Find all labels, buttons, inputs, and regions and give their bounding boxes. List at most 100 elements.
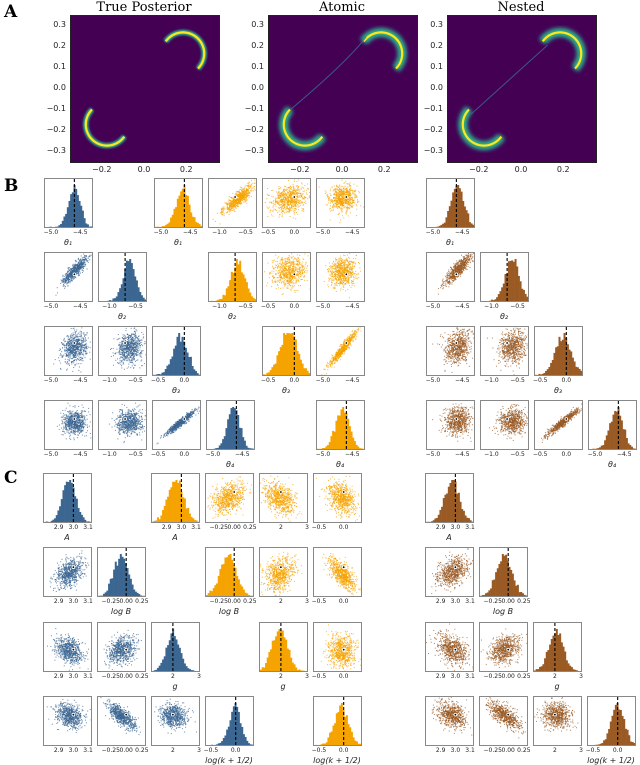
histogram-nested-0-0 [425, 473, 474, 523]
tick-label: −4.5 [71, 303, 89, 310]
tick-label: 0.25 [515, 673, 533, 680]
scatter-true-2-1 [97, 622, 146, 672]
scatter-true-3-0 [43, 696, 92, 746]
tick-label: 0.25 [241, 524, 259, 531]
parameter-label: θ₃ [524, 386, 592, 395]
heatmap-axes-1 [268, 15, 418, 163]
tick-label: 0.25 [133, 747, 151, 754]
tick-label: −4.5 [71, 451, 89, 458]
scatter-nested-2-1 [480, 326, 529, 376]
scatter-nested-2-1 [479, 622, 528, 672]
scatter-nested-3-2 [533, 696, 582, 746]
x-tick-label: 0.0 [129, 165, 159, 174]
tick-label: 0.0 [557, 377, 575, 384]
scatter-atomic-0-3 [316, 178, 365, 228]
y-tick-label: 0.1 [413, 62, 443, 71]
parameter-label: θ₁ [34, 238, 102, 247]
tick-label: −4.5 [181, 229, 199, 236]
y-tick-label: 0.0 [234, 83, 264, 92]
y-tick-label: 0.1 [36, 62, 66, 71]
section-label-b: B [4, 176, 18, 196]
parameter-label: θ₁ [416, 238, 484, 247]
tick-label: −0.5 [310, 524, 328, 531]
y-tick-label: 0.0 [413, 83, 443, 92]
histogram-atomic-1-1 [208, 252, 257, 302]
parameter-label: A [33, 533, 101, 542]
tick-label: −4.5 [71, 229, 89, 236]
heatmap-title: True Posterior [64, 0, 224, 15]
scatter-true-1-0 [43, 547, 92, 597]
y-tick-label: −0.2 [36, 125, 66, 134]
y-tick-label: −0.1 [413, 104, 443, 113]
parameter-label: θ₄ [306, 460, 374, 469]
y-tick-label: 0.2 [36, 41, 66, 50]
parameter-label: log(k + 1/2) [303, 756, 371, 765]
parameter-label: A [415, 533, 483, 542]
scatter-true-3-2 [152, 400, 201, 450]
section-label-c: C [4, 468, 18, 488]
tick-label: −5.0 [314, 451, 332, 458]
y-tick-label: 0.3 [413, 20, 443, 29]
y-tick-label: −0.2 [413, 125, 443, 134]
scatter-atomic-1-3 [313, 547, 362, 597]
tick-label: 3.1 [79, 524, 97, 531]
x-tick-label: 0.0 [506, 165, 536, 174]
scatter-true-2-0 [43, 622, 92, 672]
tick-label: 2 [272, 598, 290, 605]
tick-label: −0.5 [127, 303, 145, 310]
parameter-label: θ₂ [470, 312, 538, 321]
tick-label: −0.5 [202, 747, 220, 754]
tick-label: 0.0 [285, 303, 303, 310]
tick-label: −1.0 [482, 377, 500, 384]
tick-label: −4.5 [453, 451, 471, 458]
y-tick-label: −0.1 [36, 104, 66, 113]
scatter-nested-2-0 [426, 326, 475, 376]
scatter-nested-3-2 [534, 400, 583, 450]
scatter-true-3-0 [44, 400, 93, 450]
histogram-nested-1-1 [479, 547, 528, 597]
tick-label: −4.5 [343, 451, 361, 458]
heatmap-axes-0 [70, 15, 220, 163]
histogram-atomic-2-2 [262, 326, 311, 376]
tick-label: −0.5 [127, 377, 145, 384]
tick-label: −0.5 [259, 229, 277, 236]
y-tick-label: 0.1 [234, 62, 264, 71]
parameter-label: g [523, 682, 591, 691]
tick-label: −5.0 [586, 451, 604, 458]
scatter-true-3-1 [97, 696, 146, 746]
scatter-nested-3-0 [426, 400, 475, 450]
scatter-atomic-1-3 [316, 252, 365, 302]
parameter-label: log B [87, 607, 155, 616]
tick-label: −1.0 [100, 451, 118, 458]
histogram-atomic-3-3 [313, 696, 362, 746]
scatter-atomic-0-2 [259, 473, 308, 523]
tick-label: 3.1 [461, 598, 479, 605]
tick-label: −0.5 [310, 747, 328, 754]
scatter-nested-3-1 [479, 696, 528, 746]
scatter-atomic-1-2 [259, 547, 308, 597]
tick-label: −0.5 [149, 377, 167, 384]
scatter-atomic-1-2 [262, 252, 311, 302]
tick-label: 0.0 [175, 377, 193, 384]
tick-label: −5.0 [424, 229, 442, 236]
tick-label: 0.0 [227, 747, 245, 754]
tick-label: 3.1 [79, 747, 97, 754]
tick-label: −4.5 [343, 377, 361, 384]
tick-label: −1.0 [100, 377, 118, 384]
tick-label: −5.0 [42, 303, 60, 310]
tick-label: −5.0 [314, 377, 332, 384]
x-tick-label: 0.2 [171, 165, 201, 174]
tick-label: −5.0 [42, 451, 60, 458]
tick-label: −5.0 [152, 229, 170, 236]
scatter-nested-1-0 [426, 252, 475, 302]
y-tick-label: 0.2 [234, 41, 264, 50]
x-tick-label: −0.2 [464, 165, 494, 174]
tick-label: −1.0 [210, 229, 228, 236]
heatmap-title: Atomic [262, 0, 422, 15]
y-tick-label: −0.3 [413, 146, 443, 155]
tick-label: −1.0 [100, 303, 118, 310]
tick-label: −0.5 [531, 451, 549, 458]
parameter-label: log(k + 1/2) [195, 756, 263, 765]
histogram-true-1-1 [98, 252, 147, 302]
y-tick-label: −0.1 [234, 104, 264, 113]
